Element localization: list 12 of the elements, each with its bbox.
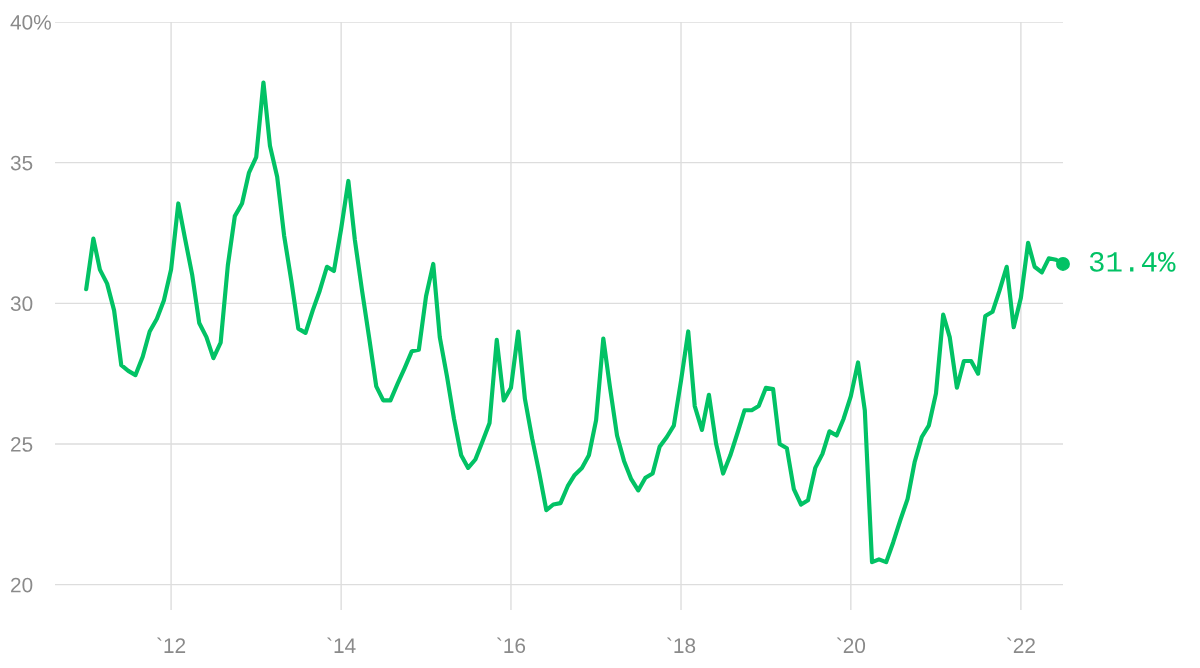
x-tick-label: `14	[327, 637, 356, 653]
y-tick-label: 20	[11, 577, 33, 593]
y-tick-label: 25	[11, 437, 33, 452]
y-tick-label: 30	[10, 296, 33, 312]
y-tick-label: 35	[10, 155, 33, 171]
x-tick-label: `12	[157, 637, 186, 653]
x-tick-label: `16	[496, 637, 526, 654]
x-tick-label: `20	[836, 637, 866, 654]
x-tick-label: `22	[1006, 637, 1035, 653]
x-tick-label: `18	[667, 637, 696, 654]
y-tick-label: 40%	[10, 15, 51, 30]
annotation: 31.4%	[1089, 251, 1176, 272]
